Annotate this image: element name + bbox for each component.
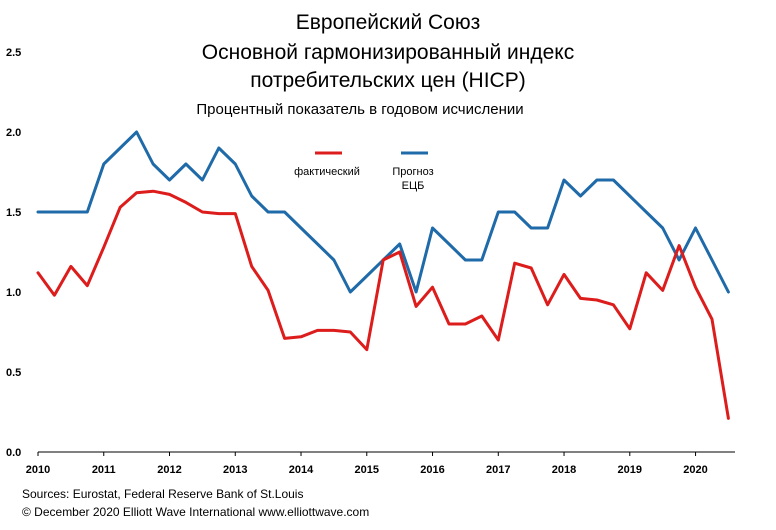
- chart-title-line-2: Основной гармонизированный индекс: [201, 41, 575, 64]
- x-tick-label: 2012: [157, 464, 181, 476]
- x-tick-label: 2020: [683, 464, 707, 476]
- x-tick-label: 2013: [223, 464, 247, 476]
- chart-title-line-1: Европейский Союз: [295, 11, 481, 34]
- x-tick-label: 2015: [355, 464, 379, 476]
- x-tick-label: 2011: [92, 464, 116, 476]
- x-tick-label: 2010: [26, 464, 50, 476]
- copyright-note: © December 2020 Elliott Wave Internation…: [22, 505, 370, 519]
- x-tick-label: 2017: [486, 464, 510, 476]
- x-tick-label: 2019: [618, 464, 642, 476]
- y-tick-label: 1.0: [6, 287, 21, 299]
- x-tick-label: 2014: [289, 464, 314, 476]
- legend-label-actual: фактический: [294, 166, 360, 178]
- x-tick-label: 2016: [420, 464, 444, 476]
- chart-title-line-3: потребительских цен (HICP): [250, 69, 526, 92]
- sources-note: Sources: Eurostat, Federal Reserve Bank …: [22, 487, 304, 501]
- y-tick-label: 2.5: [6, 47, 21, 59]
- x-tick-label: 2018: [552, 464, 576, 476]
- y-tick-label: 1.5: [6, 207, 21, 219]
- chart-subtitle: Процентный показатель в годовом исчислен…: [196, 101, 524, 118]
- series-line-actual: [36, 189, 730, 420]
- y-tick-label: 0.5: [6, 367, 21, 379]
- y-tick-label: 0.0: [6, 447, 21, 459]
- y-tick-label: 2.0: [6, 127, 21, 139]
- legend-label-forecast: Прогноз ЕЦБ: [392, 166, 433, 192]
